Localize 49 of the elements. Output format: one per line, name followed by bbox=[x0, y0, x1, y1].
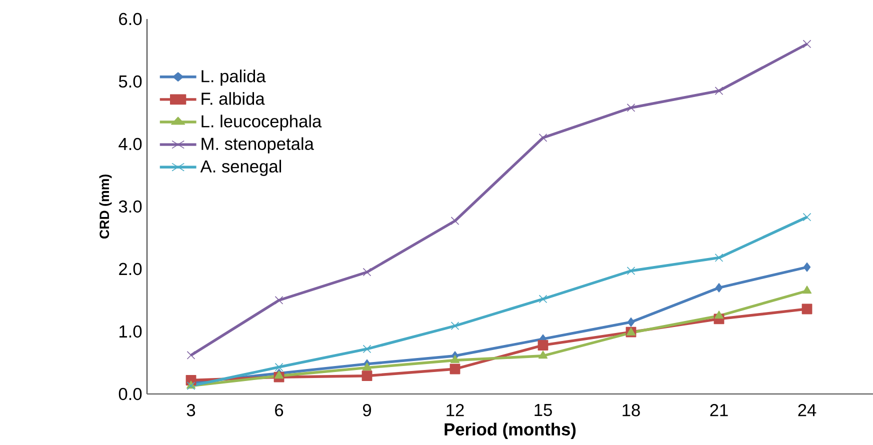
point bbox=[538, 134, 548, 142]
point bbox=[450, 364, 460, 374]
point bbox=[714, 86, 724, 96]
legend-label: L. leucocephala bbox=[202, 114, 322, 131]
point bbox=[362, 268, 372, 276]
x-axis-title: Period (months) bbox=[444, 422, 576, 439]
point bbox=[538, 294, 548, 304]
x-tick-label: 18 bbox=[622, 404, 640, 416]
point bbox=[450, 322, 460, 330]
point bbox=[802, 40, 812, 48]
legend-label: F. albida bbox=[202, 92, 265, 105]
x-tick-label: 6 bbox=[275, 404, 284, 416]
x-tick-label: 12 bbox=[446, 404, 464, 416]
point bbox=[450, 216, 460, 226]
point bbox=[714, 310, 724, 319]
y-tick-label: 0.0 bbox=[118, 388, 142, 400]
x-tick-label: 24 bbox=[798, 404, 816, 416]
y-axis-title: CRD (mm) bbox=[99, 174, 112, 239]
legend-label: M. stenopetala bbox=[202, 137, 314, 154]
y-tick-label: 6.0 bbox=[119, 12, 142, 26]
point bbox=[802, 304, 812, 314]
point bbox=[802, 286, 812, 294]
point bbox=[538, 340, 548, 350]
point bbox=[274, 362, 284, 372]
x-tick-label: 9 bbox=[363, 404, 372, 416]
y-tick-label: 1.0 bbox=[120, 325, 142, 338]
point bbox=[626, 104, 636, 112]
point bbox=[186, 351, 196, 360]
y-tick-label: 3.0 bbox=[118, 200, 142, 213]
point bbox=[362, 344, 372, 354]
point bbox=[538, 350, 548, 359]
point bbox=[274, 296, 284, 304]
point bbox=[803, 262, 811, 272]
legend-label: A. senegal bbox=[200, 160, 282, 176]
point bbox=[362, 370, 372, 382]
point bbox=[802, 212, 812, 222]
point bbox=[626, 266, 636, 276]
x-tick-label: 21 bbox=[710, 404, 728, 416]
point bbox=[715, 283, 723, 292]
point bbox=[714, 254, 724, 262]
y-tick-label: 5.0 bbox=[118, 75, 142, 88]
legend-label: L. palida bbox=[202, 70, 266, 86]
x-tick-label: 15 bbox=[534, 404, 552, 416]
point bbox=[450, 355, 460, 364]
y-tick-label: 2.0 bbox=[119, 262, 142, 276]
x-tick-label: 3 bbox=[186, 404, 196, 416]
point bbox=[362, 362, 372, 371]
point bbox=[627, 317, 635, 327]
y-tick-label: 4.0 bbox=[118, 138, 142, 150]
